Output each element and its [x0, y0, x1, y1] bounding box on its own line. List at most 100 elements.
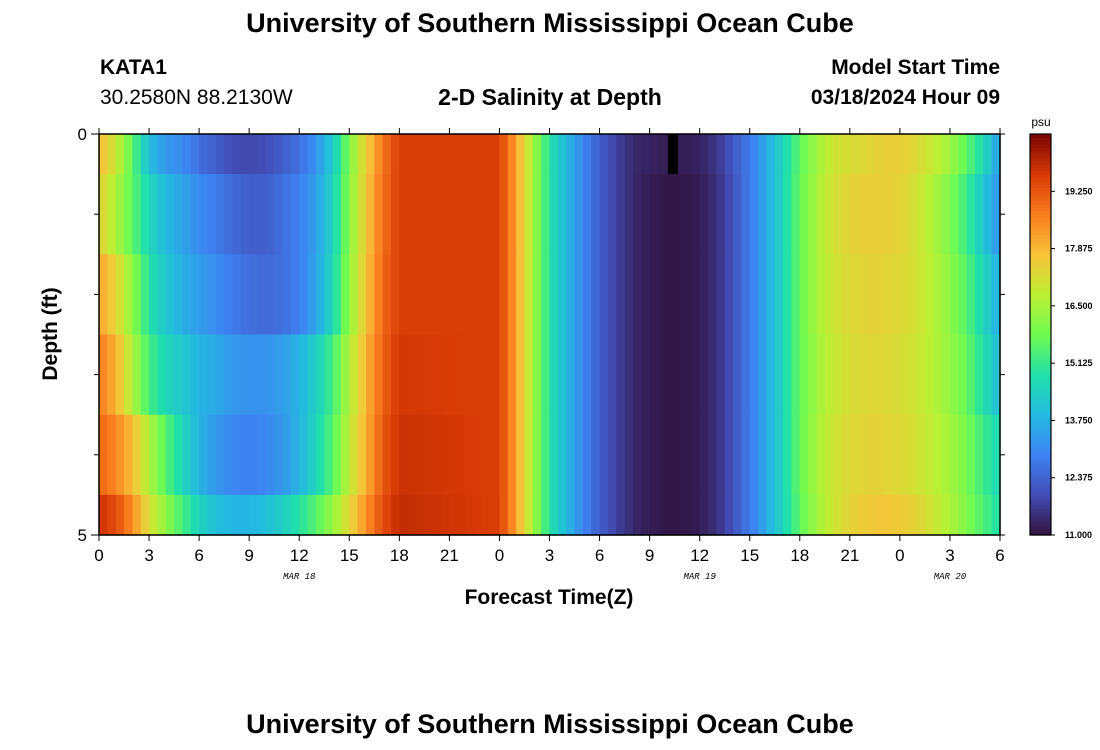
x-tick-label: 21 — [440, 546, 459, 565]
heatmap-cell — [416, 174, 425, 255]
heatmap-cell — [491, 254, 501, 336]
heatmap-cell — [708, 494, 717, 536]
heatmap-cell — [499, 414, 509, 496]
heatmap-cell — [766, 254, 776, 336]
x-tick-label: 3 — [945, 546, 954, 565]
heatmap-cell — [107, 254, 117, 336]
colorbar-segment — [1030, 464, 1051, 469]
x-tick-label: 21 — [840, 546, 859, 565]
heatmap-cell — [933, 494, 943, 536]
heatmap-cell — [582, 414, 592, 496]
colorbar-segment — [1030, 501, 1051, 506]
heatmap-cell — [190, 134, 200, 175]
heatmap-cell — [124, 174, 133, 255]
heatmap-cell — [549, 334, 559, 416]
heatmap-cell — [724, 334, 734, 416]
heatmap-cell — [941, 334, 951, 416]
colorbar-tick-label: 16.500 — [1065, 301, 1093, 311]
colorbar-segment — [1030, 254, 1051, 259]
heatmap-cell — [532, 494, 542, 536]
colorbar-segment — [1030, 518, 1051, 523]
heatmap-cell — [516, 334, 526, 416]
colorbar-segment — [1030, 317, 1051, 322]
heatmap-cell — [674, 494, 684, 536]
heatmap-cell — [908, 494, 918, 536]
heatmap-cell — [808, 254, 818, 336]
heatmap-cell — [516, 414, 526, 496]
heatmap-cell — [507, 134, 517, 175]
colorbar-segment — [1030, 491, 1051, 496]
heatmap-cell — [249, 254, 259, 336]
heatmap-cell — [207, 254, 217, 336]
heatmap-cell — [941, 174, 951, 255]
x-tick-label: 0 — [495, 546, 504, 565]
heatmap-cell — [274, 334, 284, 416]
colorbar-segment — [1030, 227, 1051, 232]
heatmap-cell — [758, 254, 767, 336]
heatmap-cell — [699, 134, 709, 175]
heatmap-cell — [99, 334, 108, 416]
heatmap-cell — [432, 334, 442, 416]
heatmap-cell — [249, 334, 259, 416]
heatmap-cell — [532, 414, 542, 496]
heatmap-cell — [682, 494, 692, 536]
heatmap-cell — [916, 134, 926, 175]
heatmap-cell — [616, 494, 626, 536]
heatmap-cell — [566, 174, 576, 255]
heatmap-cell — [140, 414, 150, 496]
colorbar-segment — [1030, 154, 1051, 158]
heatmap-cell — [783, 254, 793, 336]
heatmap-cell — [933, 174, 943, 255]
heatmap-cell — [566, 414, 576, 496]
heatmap-cell — [240, 334, 250, 416]
heatmap-cell — [424, 134, 434, 175]
heatmap-cell — [749, 254, 759, 336]
heatmap-cell — [883, 174, 893, 255]
heatmap-cell — [374, 494, 384, 536]
heatmap-cell — [733, 134, 742, 175]
colorbar-segment — [1030, 331, 1051, 336]
heatmap-cell — [416, 494, 425, 536]
heatmap-cell — [866, 254, 876, 336]
heatmap-cell — [949, 174, 959, 255]
colorbar-segment — [1030, 194, 1051, 199]
x-tick-label: 18 — [390, 546, 409, 565]
heatmap-cell — [716, 134, 726, 175]
heatmap-cell — [966, 414, 976, 496]
heatmap-cell — [541, 134, 551, 175]
heatmap-cell — [883, 414, 893, 496]
heatmap-cell — [574, 334, 584, 416]
heatmap-cell — [149, 134, 158, 175]
heatmap-cell — [107, 414, 117, 496]
heatmap-cell — [407, 494, 417, 536]
heatmap-cell — [532, 254, 542, 336]
colorbar-segment — [1030, 210, 1051, 215]
heatmap-cell — [199, 134, 209, 175]
heatmap-cell — [908, 174, 918, 255]
heatmap-cell — [749, 174, 759, 255]
colorbar-segment — [1030, 444, 1051, 449]
heatmap-cell — [207, 414, 217, 496]
heatmap-cell — [282, 134, 292, 175]
heatmap-cell — [657, 174, 667, 255]
heatmap-cell — [983, 254, 993, 336]
heatmap-cell — [307, 254, 317, 336]
heatmap-cell — [849, 414, 859, 496]
heatmap-cell — [799, 334, 809, 416]
heatmap-cell — [883, 254, 893, 336]
colorbar-segment — [1030, 157, 1051, 162]
colorbar-segment — [1030, 337, 1051, 342]
heatmap-cell — [182, 494, 192, 536]
heatmap-cell — [315, 334, 325, 416]
colorbar-segment — [1030, 314, 1051, 319]
heatmap-cell — [991, 494, 1001, 536]
colorbar-segment — [1030, 207, 1051, 212]
heatmap-cell — [699, 334, 709, 416]
heatmap-cell — [149, 174, 158, 255]
heatmap-cell — [941, 254, 951, 336]
heatmap-cell — [749, 334, 759, 416]
heatmap-cell — [699, 174, 709, 255]
heatmap-cell — [299, 494, 309, 536]
heatmap-cell — [733, 494, 742, 536]
heatmap-cell — [182, 334, 192, 416]
